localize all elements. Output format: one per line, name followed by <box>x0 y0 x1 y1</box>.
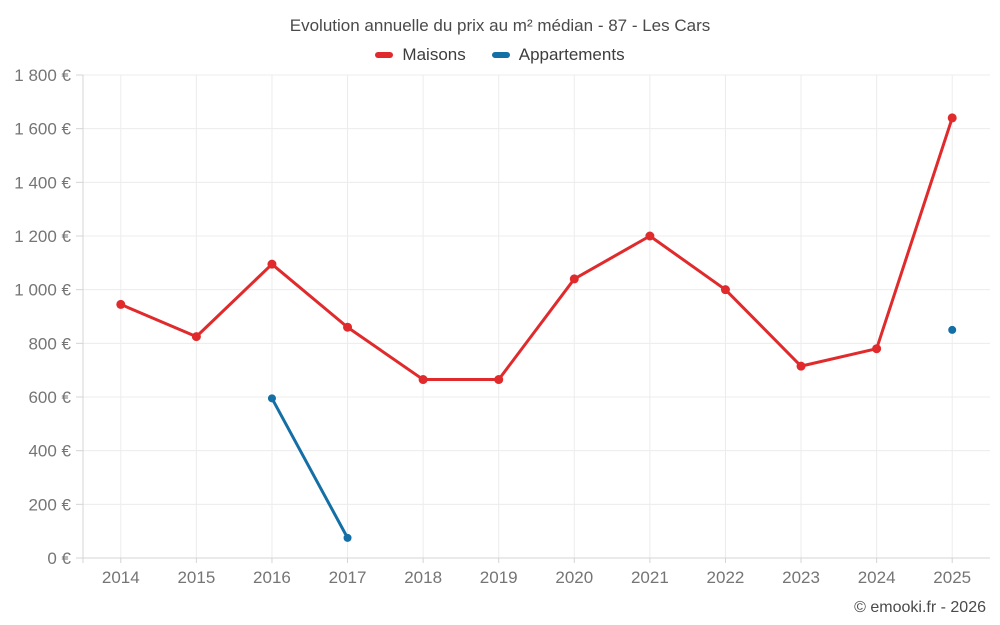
svg-text:1 800 €: 1 800 € <box>14 66 71 85</box>
legend-item-maisons[interactable]: Maisons <box>375 45 466 65</box>
svg-text:2018: 2018 <box>404 568 442 587</box>
svg-text:2017: 2017 <box>329 568 367 587</box>
appartements-legend-marker-icon <box>491 52 510 58</box>
copyright-text: © emooki.fr - 2026 <box>854 599 986 616</box>
svg-text:1 200 €: 1 200 € <box>14 227 71 246</box>
maisons-legend-marker-icon <box>375 52 394 58</box>
svg-text:600 €: 600 € <box>28 388 71 407</box>
chart-title: Evolution annuelle du prix au m² médian … <box>289 16 711 35</box>
legend: Maisons Appartements <box>0 45 1000 65</box>
legend-label-maisons: Maisons <box>402 45 466 64</box>
svg-text:2016: 2016 <box>253 568 291 587</box>
svg-text:2014: 2014 <box>102 568 140 587</box>
svg-text:800 €: 800 € <box>28 334 71 353</box>
svg-text:2022: 2022 <box>707 568 745 587</box>
svg-text:1 000 €: 1 000 € <box>14 281 71 300</box>
svg-text:2015: 2015 <box>177 568 215 587</box>
svg-text:200 €: 200 € <box>28 495 71 514</box>
svg-text:0 €: 0 € <box>47 549 71 568</box>
legend-label-appartements: Appartements <box>518 45 625 64</box>
svg-text:2020: 2020 <box>555 568 593 587</box>
svg-text:400 €: 400 € <box>28 442 71 461</box>
legend-item-appartements[interactable]: Appartements <box>491 45 625 65</box>
svg-text:2019: 2019 <box>480 568 518 587</box>
svg-text:1 400 €: 1 400 € <box>14 173 71 192</box>
svg-text:1 600 €: 1 600 € <box>14 120 71 139</box>
svg-text:2024: 2024 <box>858 568 896 587</box>
svg-text:2021: 2021 <box>631 568 669 587</box>
svg-text:2025: 2025 <box>933 568 971 587</box>
svg-text:2023: 2023 <box>782 568 820 587</box>
